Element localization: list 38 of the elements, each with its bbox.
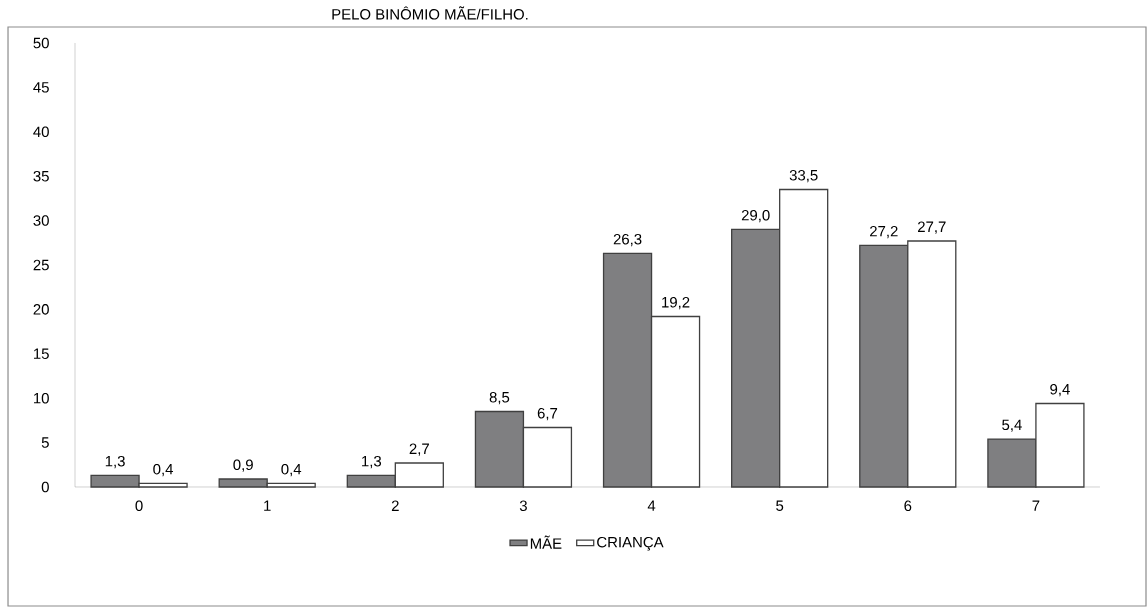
x-tick-label: 5 [776,500,784,511]
x-tick-label: 1 [264,500,271,511]
y-tick-label: 15 [34,348,49,359]
data-label: 0,4 [153,463,174,477]
y-tick-label: 35 [33,170,49,182]
data-label: 19,2 [662,296,690,310]
x-tick-label: 7 [1032,500,1040,511]
data-label: 9,4 [1050,383,1070,397]
data-label: 26,3 [613,233,642,247]
data-label: 5,4 [1002,419,1022,432]
data-label: 2,7 [409,443,429,456]
data-label: 33,5 [789,169,818,183]
x-tick-label: 0 [135,500,143,512]
data-label: 27,7 [918,221,946,234]
data-label: 6,7 [537,407,558,421]
y-tick-label: 50 [33,37,49,49]
y-tick-label: 0 [41,481,49,493]
y-tick-label: 5 [41,437,49,448]
y-tick-label: 10 [34,392,49,404]
y-tick-label: 30 [33,215,49,226]
data-label: 1,3 [105,455,125,469]
chart-title: PELO BINÔMIO MÃE/FILHO. [332,6,528,20]
data-label: 27,2 [870,225,898,239]
y-tick-label: 45 [33,82,49,93]
legend-label: MÃE [530,535,562,549]
x-tick-label: 4 [647,500,656,511]
legend-label: CRIANÇA [597,536,664,551]
y-tick-label: 20 [33,304,49,315]
data-label: 1,3 [362,455,382,469]
x-tick-label: 3 [519,500,527,512]
x-tick-label: 2 [391,500,399,511]
x-tick-label: 6 [904,500,912,512]
y-tick-label: 40 [33,126,49,138]
data-label: 8,5 [489,391,510,405]
data-label: 29,0 [741,209,770,223]
data-label: 0,9 [233,459,253,472]
data-label: 0,4 [281,463,302,477]
y-tick-label: 25 [33,259,49,271]
